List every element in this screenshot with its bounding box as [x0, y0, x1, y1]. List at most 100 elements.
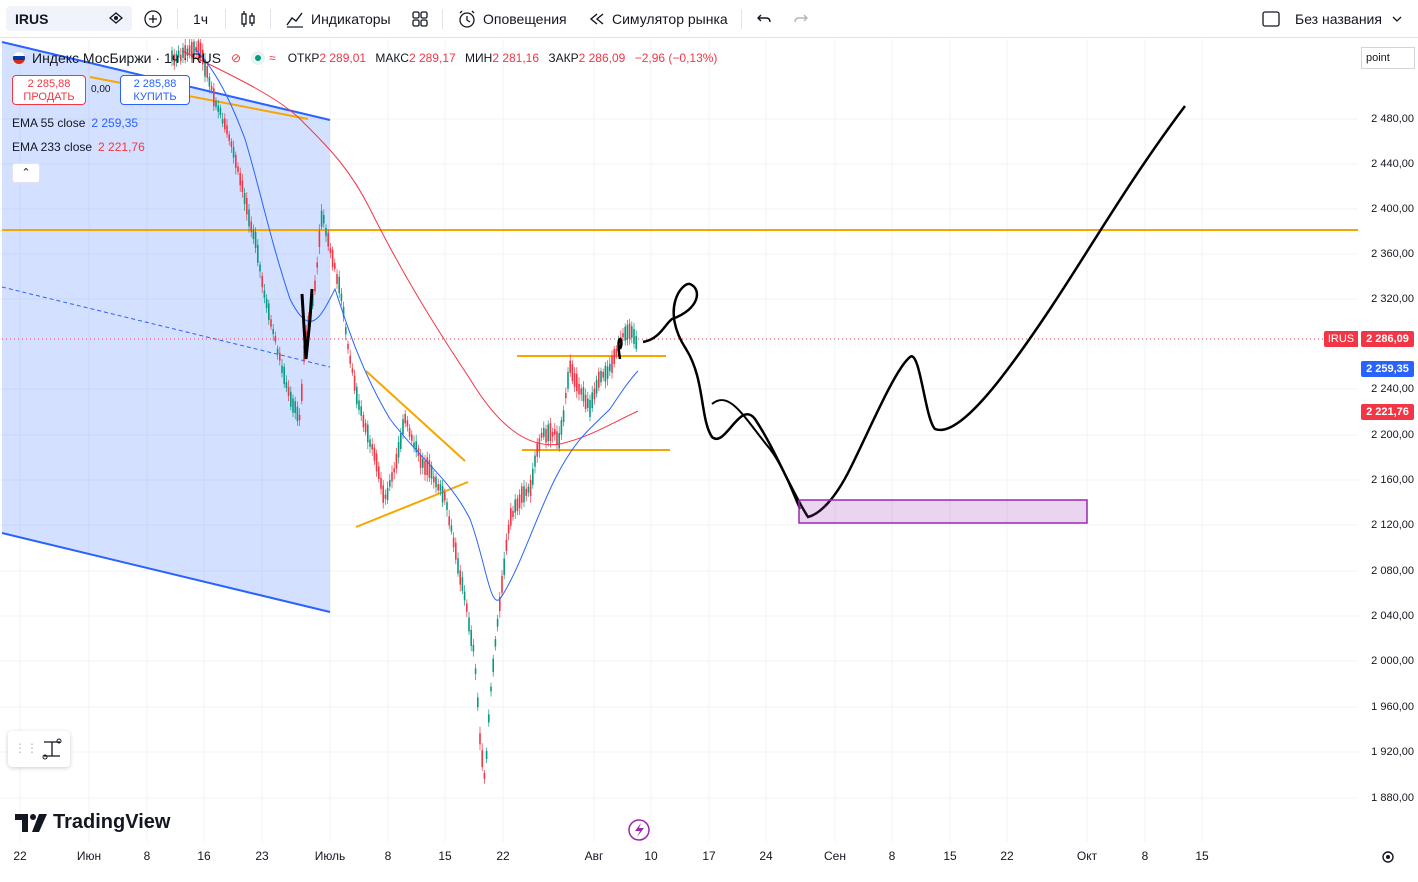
candle-body [400, 433, 402, 449]
candle-body [375, 453, 378, 472]
legend-title[interactable]: Индекс МосБиржи · 1ч · RUS [32, 50, 222, 66]
candle-body [380, 477, 382, 489]
candle-body [389, 480, 391, 487]
candle-body [241, 180, 244, 193]
undo-button[interactable] [755, 0, 773, 38]
candle-body [494, 639, 497, 647]
toolbar-divider [741, 9, 742, 29]
ema233-legend[interactable]: EMA 233 close 2 221,76 [12, 137, 145, 157]
candle-body [595, 379, 598, 394]
compare-button[interactable] [143, 0, 163, 38]
candle-body [474, 668, 477, 674]
candle-body [499, 596, 501, 612]
low-value: 2 281,16 [492, 51, 540, 65]
price-tick-label: 2 120,00 [1371, 519, 1414, 531]
candle-body [232, 147, 235, 158]
symbol-price-badge: IRUS [1324, 331, 1358, 347]
candle-body [578, 383, 580, 395]
candle-body [263, 290, 266, 298]
time-tick-label: 22 [496, 849, 510, 863]
candle-body [422, 458, 424, 468]
candle-body [448, 516, 450, 526]
candle-body [226, 125, 228, 135]
candle-body [292, 398, 294, 413]
triangle-lower-line [355, 481, 469, 528]
candle-body [279, 352, 281, 361]
time-tick-label: 23 [255, 849, 269, 863]
candle-body [604, 365, 607, 382]
candle-body [342, 306, 345, 318]
candle-body [565, 392, 567, 399]
candle-body [358, 400, 360, 410]
candle-body [186, 48, 189, 56]
drag-handle-icon[interactable]: ⋮⋮ [14, 741, 38, 755]
price-scale[interactable]: 2 480,00 2 440,00 2 400,00 2 360,00 2 320,00… [1358, 39, 1418, 842]
candle-body [347, 343, 349, 350]
high-value: 2 289,17 [408, 51, 456, 65]
candle-body [587, 398, 589, 408]
replay-button[interactable]: Симулятор рынка [588, 0, 728, 38]
candle-body [455, 542, 457, 560]
candle-body [246, 197, 248, 215]
measure-icon[interactable] [40, 737, 64, 761]
collapse-legend-button[interactable]: ⌃ [12, 163, 40, 183]
scale-mode-label[interactable]: point [1361, 47, 1415, 69]
interval-label: 1ч [193, 11, 209, 27]
chart-type-button[interactable] [239, 0, 257, 38]
spread-value: 0,00 [91, 84, 111, 95]
ema-55-line [194, 48, 639, 601]
candle-body [235, 154, 237, 168]
channel-lower-line [1, 532, 331, 613]
candle-body [635, 336, 637, 349]
candle-body [446, 502, 448, 510]
projection-path-alt [711, 399, 801, 510]
price-tick-label: 2 400,00 [1371, 203, 1414, 215]
tradingview-logo[interactable]: TradingView [15, 811, 170, 834]
settings-gear-icon[interactable] [1380, 849, 1396, 865]
candle-body [457, 558, 459, 574]
candle-body [395, 453, 398, 469]
price-tick-label: 2 040,00 [1371, 610, 1414, 622]
candle-body [287, 386, 290, 396]
candle-body [391, 472, 393, 482]
interval-button[interactable]: 1ч [193, 0, 208, 38]
templates-button[interactable] [411, 0, 429, 38]
candlestick-series [171, 39, 637, 784]
time-tick-label: Авг [584, 849, 604, 863]
candle-body [305, 331, 307, 341]
hide-icon[interactable]: ⊘ [231, 51, 242, 65]
price-tick-label: 2 160,00 [1371, 474, 1414, 486]
floating-toolbar[interactable]: ⋮⋮ [8, 731, 70, 767]
candle-body [364, 423, 367, 433]
candle-body [562, 410, 565, 422]
candle-body [560, 420, 563, 435]
candle-body [481, 750, 483, 768]
alerts-button[interactable]: Оповещения [457, 0, 567, 38]
alarm-clock-icon [459, 10, 475, 28]
candle-body [281, 365, 283, 373]
candle-body [250, 221, 252, 232]
indicators-button[interactable]: Индикаторы [285, 0, 391, 38]
candle-body [272, 329, 274, 334]
symbol-search[interactable]: IRUS [6, 6, 132, 31]
candle-body [261, 275, 263, 288]
close-value: 2 286,09 [578, 51, 626, 65]
candle-body [303, 345, 305, 362]
watchlist-icon[interactable] [108, 10, 124, 26]
candle-body [606, 366, 609, 379]
sell-button[interactable]: 2 285,88 ПРОДАТЬ [12, 75, 86, 105]
chart-area[interactable]: Индекс МосБиржи · 1ч · RUS ⊘ ≈ ОТКР2 289… [0, 39, 1418, 882]
ema55-legend[interactable]: EMA 55 close 2 259,35 [12, 113, 138, 133]
ohlc-values: ОТКР2 289,01 МАКС2 289,17 МИН2 281,16 ЗА… [288, 51, 724, 65]
candle-body [468, 617, 470, 632]
candle-body [411, 434, 413, 441]
tradingview-logo-icon [15, 813, 47, 832]
candle-body [197, 40, 200, 58]
candle-body [265, 298, 268, 309]
layout-menu[interactable]: Без названия [1261, 0, 1402, 38]
price-tick-label: 2 480,00 [1371, 113, 1414, 125]
redo-button[interactable] [792, 0, 810, 38]
buy-button[interactable]: 2 285,88 КУПИТЬ [120, 75, 190, 105]
candle-body [320, 210, 323, 227]
chart-canvas[interactable] [0, 39, 1358, 882]
